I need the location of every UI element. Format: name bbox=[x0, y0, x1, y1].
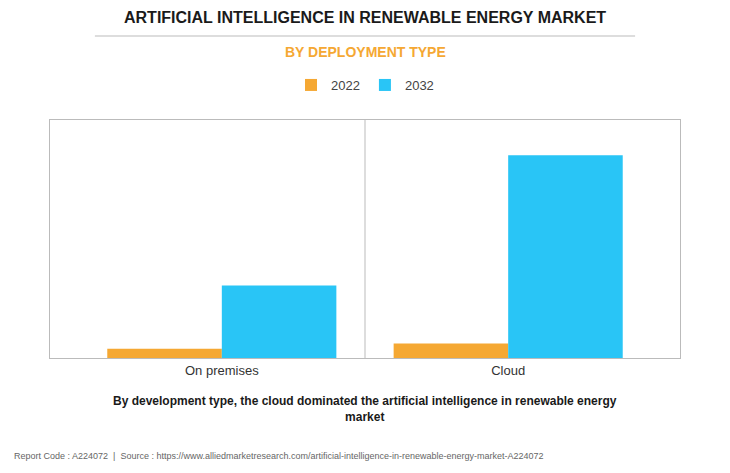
svg-text:2032: 2032 bbox=[405, 78, 434, 93]
svg-text:Cloud: Cloud bbox=[491, 363, 525, 378]
svg-text:ARTIFICIAL INTELLIGENCE IN REN: ARTIFICIAL INTELLIGENCE IN RENEWABLE ENE… bbox=[124, 9, 606, 26]
svg-text:By development type, the cloud: By development type, the cloud dominated… bbox=[113, 394, 617, 424]
svg-text:2022: 2022 bbox=[331, 78, 360, 93]
svg-text:On premises: On premises bbox=[185, 363, 259, 378]
svg-text:BY DEPLOYMENT TYPE: BY DEPLOYMENT TYPE bbox=[285, 44, 446, 60]
svg-text:Report Code : A224072 | Sour: Report Code : A224072 | Source : https:/… bbox=[14, 451, 544, 461]
